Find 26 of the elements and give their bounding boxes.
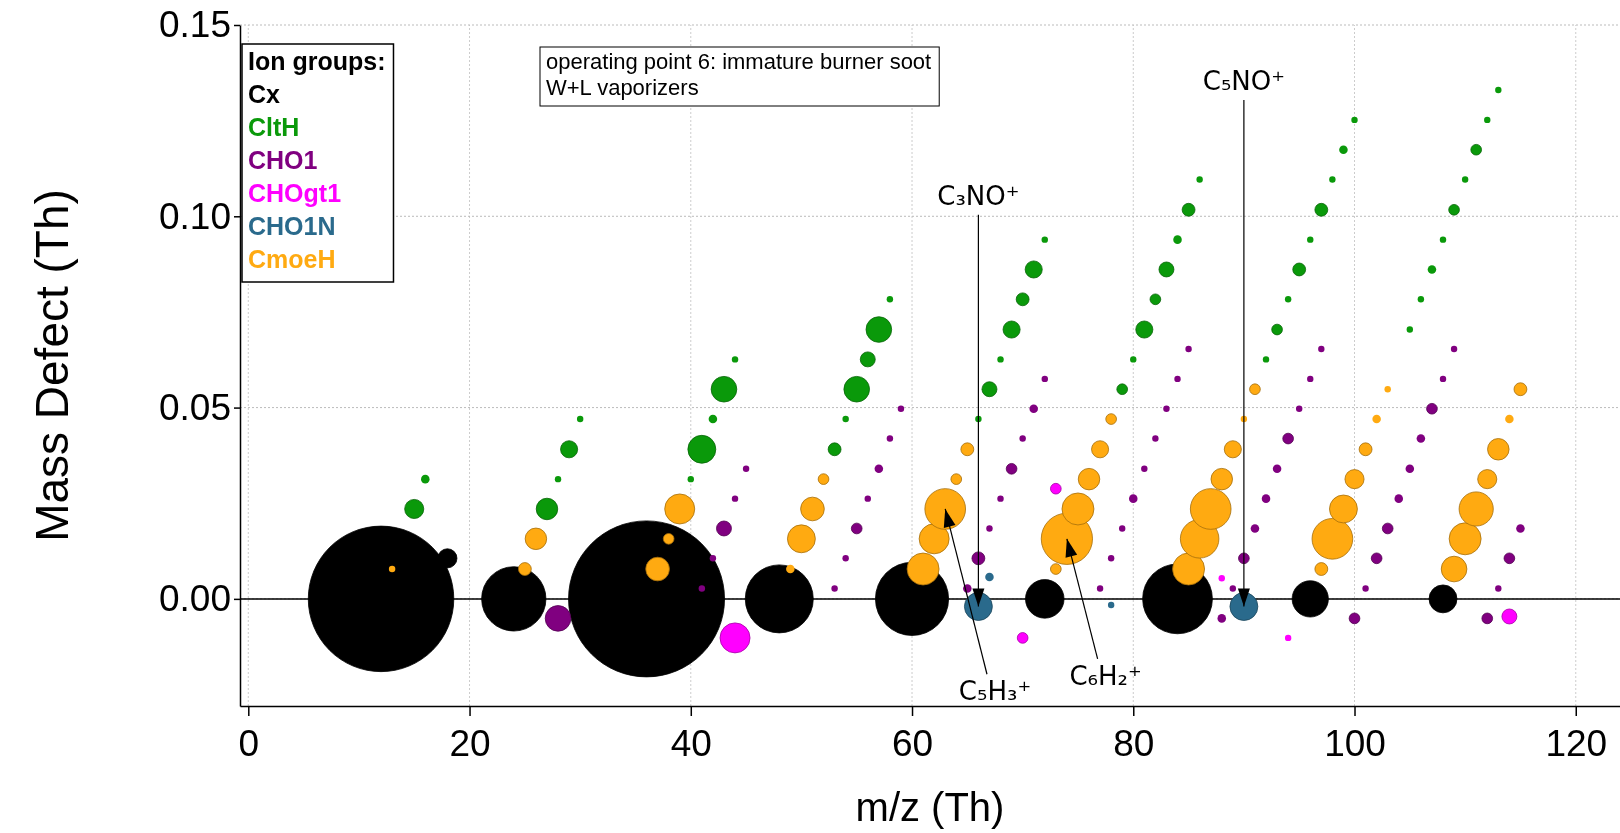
y-tick-label: 0.15 (158, 4, 231, 46)
y-tick-label: 0.10 (158, 195, 231, 237)
x-tick-label: 100 (1324, 723, 1386, 764)
x-axis-title: m/z (Th) (855, 785, 1005, 829)
legend-title: Ion groups: (248, 47, 386, 75)
x-tick-label: 40 (670, 723, 712, 764)
text: CHOgt1 (248, 179, 342, 207)
text: CHO1 (248, 146, 318, 174)
x-tick-label: 20 (449, 723, 491, 764)
y-axis-title: Mass Defect (Th) (26, 189, 78, 542)
text: CmoeH (248, 245, 336, 273)
annotation: operating point 6: immature burner soot (546, 49, 932, 74)
x-tick-label: 80 (1113, 723, 1155, 764)
text: CltH (248, 113, 300, 141)
annotation: C₅NO⁺ (1202, 66, 1285, 97)
x-tick-label: 120 (1545, 723, 1608, 764)
text: CHO1N (248, 212, 336, 240)
x-tick-label: 0 (238, 723, 260, 764)
annotation: C₆H₂⁺ (1069, 660, 1142, 691)
y-tick-label: 0.05 (158, 386, 231, 428)
annotation: C₃NO⁺ (937, 180, 1020, 211)
x-tick-label: 60 (891, 723, 934, 764)
y-tick-label: 0.00 (158, 578, 231, 620)
annotation: C₅H₃⁺ (958, 676, 1032, 707)
text: Cx (248, 80, 281, 108)
annotation: W+L vaporizers (546, 75, 699, 100)
